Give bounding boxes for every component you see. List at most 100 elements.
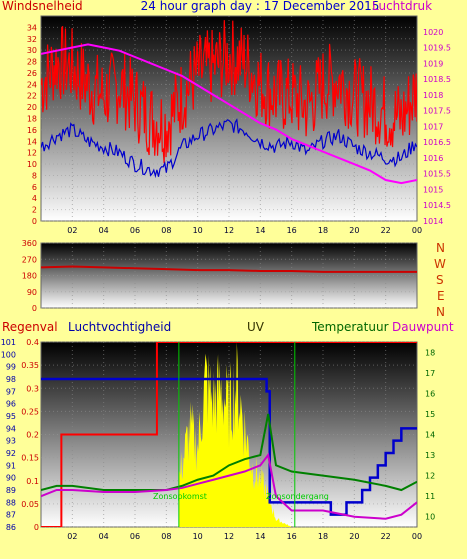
x-tick-label: 00 — [412, 226, 422, 235]
pressure-tick-label: 1015.5 — [423, 170, 451, 179]
rain-tick-label: 0.1 — [26, 477, 39, 486]
humidity-tick-label: 90 — [6, 474, 16, 483]
rain-tick-label: 0.2 — [26, 431, 39, 440]
rain-tick-label: 0.15 — [21, 454, 39, 463]
temperature-tick-label: 12 — [425, 472, 435, 481]
humidity-tick-label: 94 — [6, 424, 16, 433]
wind-tick-label: 32 — [27, 35, 37, 44]
x-tick-label: 12 — [224, 532, 234, 541]
wind-tick-label: 30 — [27, 46, 37, 55]
wind-tick-label: 4 — [32, 194, 37, 203]
humidity-line — [41, 377, 417, 516]
humidity-tick-label: 98 — [6, 375, 16, 384]
x-tick-label: 06 — [130, 532, 140, 541]
wind-gust-line — [41, 20, 417, 164]
humidity-tick-label: 99 — [6, 363, 16, 372]
x-tick-label: 22 — [381, 532, 391, 541]
wind-tick-label: 16 — [27, 126, 37, 135]
humidity-tick-label: 101 — [1, 338, 16, 347]
humidity-tick-label: 100 — [1, 350, 16, 359]
pressure-tick-label: 1017 — [423, 122, 443, 131]
x-tick-label: 04 — [99, 226, 109, 235]
temperature-line — [41, 413, 417, 492]
rain-tick-label: 0.3 — [26, 384, 39, 393]
pressure-tick-label: 1014 — [423, 217, 443, 226]
wind-tick-label: 24 — [27, 80, 37, 89]
temperature-tick-label: 16 — [425, 389, 435, 398]
direction-tick-label: 360 — [22, 239, 37, 248]
direction-tick-label: 180 — [22, 272, 37, 281]
legend-rain: Regenval — [2, 320, 58, 334]
x-tick-label: 04 — [99, 532, 109, 541]
wind-tick-label: 26 — [27, 69, 37, 78]
x-tick-label: 16 — [287, 532, 297, 541]
pressure-tick-label: 1016 — [423, 154, 443, 163]
pressure-tick-label: 1019.5 — [423, 44, 451, 53]
x-tick-label: 10 — [193, 532, 203, 541]
pressure-line — [41, 43, 417, 185]
sunset-label: Zonsondergang — [266, 492, 329, 501]
rain-tick-label: 0.4 — [26, 338, 39, 347]
wind-tick-label: 22 — [27, 92, 37, 101]
x-tick-label: 02 — [67, 226, 77, 235]
x-tick-label: 08 — [161, 532, 171, 541]
rain-tick-label: 0.25 — [21, 407, 39, 416]
wind-tick-label: 28 — [27, 58, 37, 67]
legend-dewpoint: Dauwpunt — [392, 320, 454, 334]
direction-series-group — [41, 265, 417, 273]
temperature-tick-label: 14 — [425, 431, 435, 440]
humidity-tick-label: 86 — [6, 523, 16, 532]
x-tick-label: 00 — [412, 532, 422, 541]
wind-tick-label: 34 — [27, 23, 37, 32]
x-tick-label: 12 — [224, 226, 234, 235]
wind-tick-label: 2 — [32, 206, 37, 215]
humidity-tick-label: 91 — [6, 461, 16, 470]
legend-humidity: Luchtvochtigheid — [68, 320, 172, 334]
x-tick-label: 20 — [349, 532, 359, 541]
wind-tick-label: 6 — [32, 183, 37, 192]
x-tick-label: 20 — [349, 226, 359, 235]
pressure-tick-label: 1019 — [423, 59, 443, 68]
x-tick-label: 18 — [318, 532, 328, 541]
pressure-tick-label: 1020 — [423, 28, 443, 37]
x-tick-label: 16 — [287, 226, 297, 235]
x-tick-label: 02 — [67, 532, 77, 541]
bottom-series-group — [41, 342, 417, 527]
wind-tick-label: 18 — [27, 115, 37, 124]
pressure-tick-label: 1014.5 — [423, 201, 451, 210]
direction-tick-label: 270 — [22, 255, 37, 264]
x-tick-label: 18 — [318, 226, 328, 235]
humidity-tick-label: 95 — [6, 412, 16, 421]
x-tick-label: 10 — [193, 226, 203, 235]
wind-tick-label: 8 — [32, 171, 37, 180]
wind-tick-label: 10 — [27, 160, 37, 169]
compass-s: S — [436, 273, 444, 287]
pressure-axis-label: Luchtdruk — [372, 0, 433, 13]
wind-series-group — [41, 20, 417, 185]
title: 24 hour graph day : 17 December 2015 — [140, 0, 380, 13]
wind-tick-label: 12 — [27, 149, 37, 158]
x-tick-label: 22 — [381, 226, 391, 235]
humidity-tick-label: 87 — [6, 511, 16, 520]
direction-tick-label: 90 — [27, 288, 37, 297]
temperature-tick-label: 15 — [425, 410, 435, 419]
temperature-tick-label: 18 — [425, 348, 435, 357]
legend-uv: UV — [247, 320, 264, 334]
pressure-tick-label: 1017.5 — [423, 107, 451, 116]
wind-tick-label: 0 — [32, 217, 37, 226]
humidity-tick-label: 93 — [6, 437, 16, 446]
pressure-tick-label: 1018 — [423, 91, 443, 100]
rain-line — [41, 342, 417, 527]
wind-tick-label: 14 — [27, 137, 37, 146]
dewpoint-line — [41, 452, 417, 520]
wind-tick-label: 20 — [27, 103, 37, 112]
humidity-tick-label: 92 — [6, 449, 16, 458]
rain-tick-label: 0.05 — [21, 500, 39, 509]
pressure-tick-label: 1016.5 — [423, 138, 451, 147]
x-tick-label: 06 — [130, 226, 140, 235]
temperature-tick-label: 10 — [425, 513, 435, 522]
humidity-tick-label: 96 — [6, 400, 16, 409]
temperature-tick-label: 17 — [425, 369, 435, 378]
x-tick-label: 14 — [255, 532, 265, 541]
